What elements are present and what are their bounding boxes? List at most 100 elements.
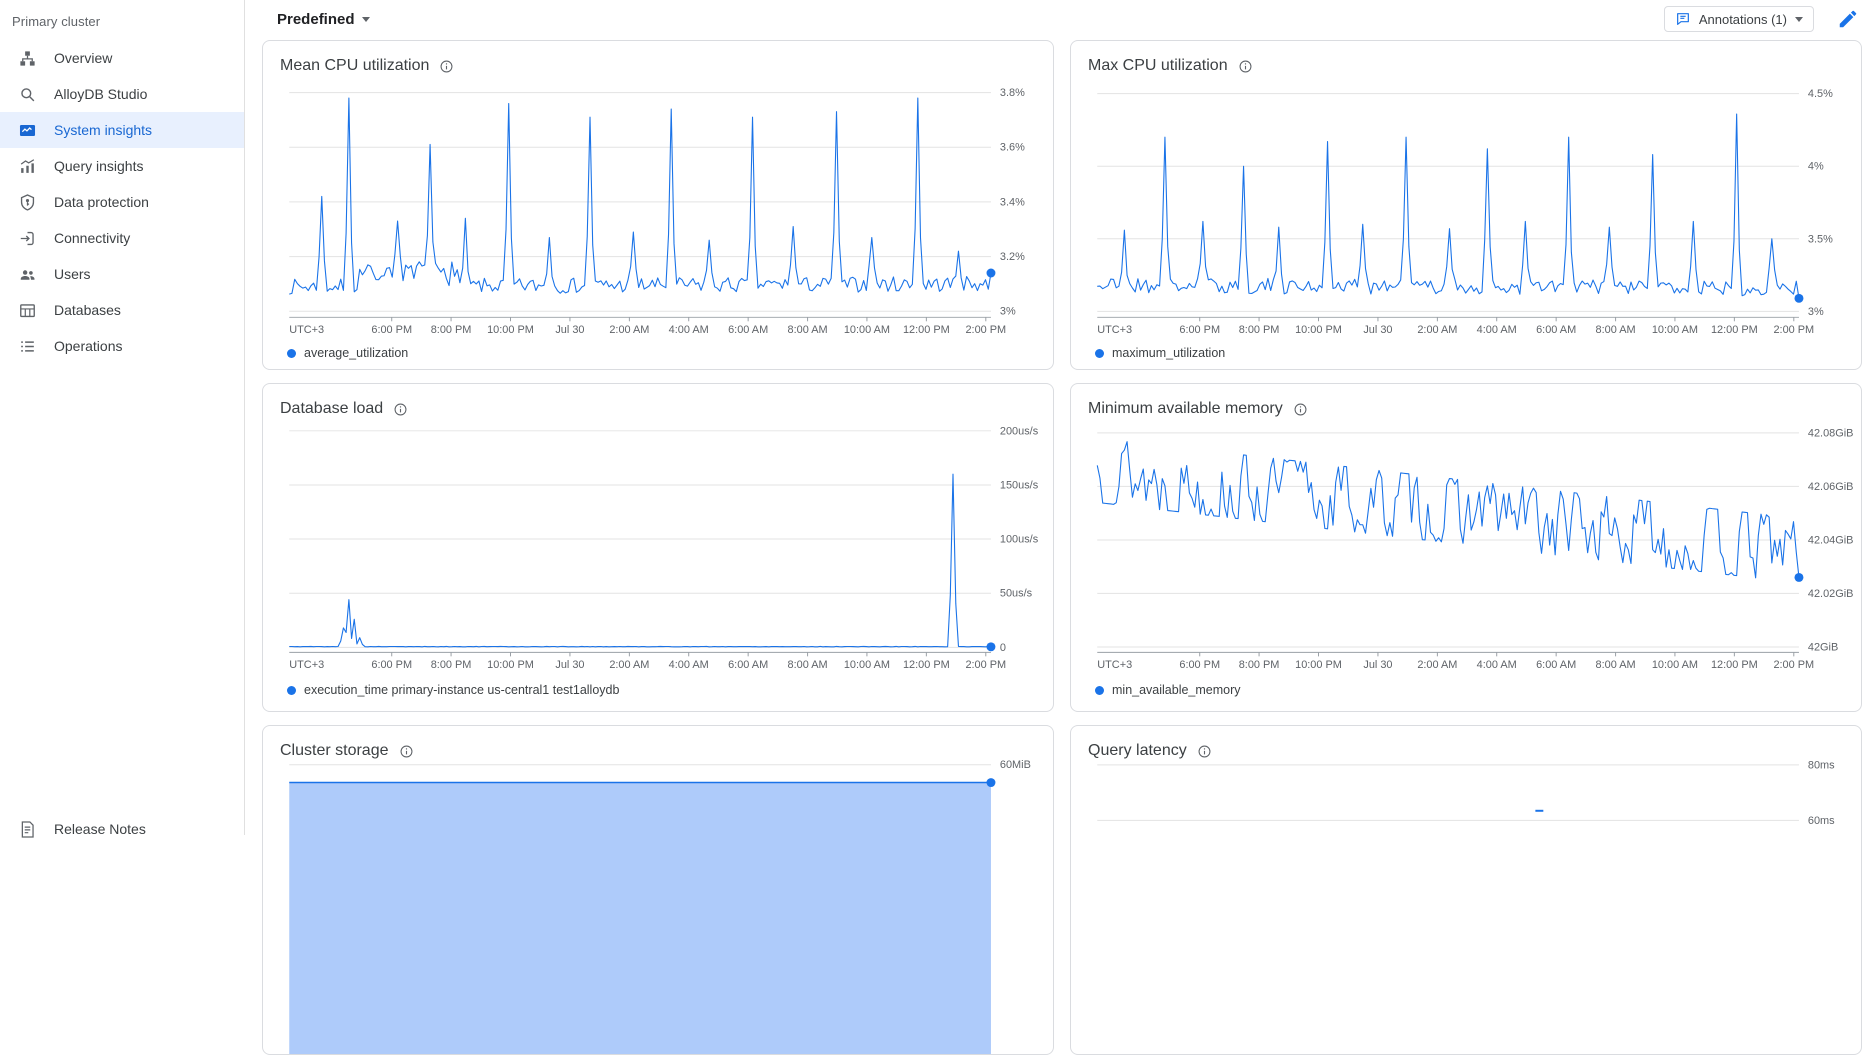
info-icon[interactable] — [393, 402, 408, 417]
info-icon[interactable] — [1197, 744, 1212, 759]
sidebar-item-release-notes[interactable]: Release Notes — [0, 811, 244, 847]
svg-text:2:00 AM: 2:00 AM — [609, 324, 649, 336]
svg-text:3.8%: 3.8% — [1000, 87, 1025, 99]
svg-text:8:00 PM: 8:00 PM — [1239, 659, 1280, 671]
svg-text:100us/s: 100us/s — [1000, 534, 1039, 546]
sidebar-item-label: Databases — [54, 302, 121, 318]
sidebar-item-connectivity[interactable]: Connectivity — [0, 220, 244, 256]
operations-icon — [18, 337, 37, 356]
svg-text:150us/s: 150us/s — [1000, 479, 1039, 491]
sidebar-item-overview[interactable]: Overview — [0, 40, 244, 76]
alloydb-studio-icon — [18, 85, 37, 104]
svg-text:8:00 PM: 8:00 PM — [431, 659, 472, 671]
svg-text:10:00 PM: 10:00 PM — [487, 659, 534, 671]
annotations-button-label: Annotations (1) — [1698, 11, 1787, 27]
sidebar-item-data-protection[interactable]: Data protection — [0, 184, 244, 220]
data-protection-icon — [18, 193, 37, 212]
svg-text:4:00 AM: 4:00 AM — [1477, 324, 1517, 336]
svg-text:6:00 PM: 6:00 PM — [371, 324, 412, 336]
chart-title-mean-cpu-utilization: Mean CPU utilization — [280, 57, 454, 75]
legend-dot — [1095, 348, 1104, 358]
preset-dropdown[interactable]: Predefined — [277, 11, 370, 28]
chart-plot-cluster-storage[interactable]: 60MiB — [263, 726, 1053, 1054]
sidebar-item-operations[interactable]: Operations — [0, 328, 244, 364]
svg-text:8:00 PM: 8:00 PM — [431, 324, 472, 336]
svg-text:42.08GiB: 42.08GiB — [1808, 427, 1854, 439]
chart-card-minimum-available-memory: Minimum available memory min_available_me… — [1070, 383, 1862, 712]
svg-text:60ms: 60ms — [1808, 815, 1835, 827]
chart-plot-database-load[interactable]: 200us/s 150us/s 100us/s 50us/s 0 UTC+3 6:00 PM… — [263, 384, 1053, 711]
chart-card-cluster-storage: Cluster storage 60MiB — [262, 725, 1054, 1055]
connectivity-icon — [18, 229, 37, 248]
svg-text:3.5%: 3.5% — [1808, 233, 1833, 245]
databases-icon — [18, 301, 37, 320]
annotation-icon — [1675, 11, 1691, 27]
svg-text:80ms: 80ms — [1808, 759, 1835, 771]
svg-text:Jul 30: Jul 30 — [555, 659, 584, 671]
chart-card-database-load: Database load execution_time primary-inst… — [262, 383, 1054, 712]
chart-title-text: Query latency — [1088, 742, 1187, 759]
svg-text:3%: 3% — [1000, 306, 1016, 318]
sidebar-item-users[interactable]: Users — [0, 256, 244, 292]
svg-text:6:00 PM: 6:00 PM — [1179, 324, 1220, 336]
chart-plot-mean-cpu-utilization[interactable]: 3.8% 3.6% 3.4% 3.2% 3% UTC+3 6:00 PM 8:00 PM 10:… — [263, 41, 1053, 369]
svg-text:8:00 AM: 8:00 AM — [1596, 659, 1636, 671]
chart-card-max-cpu-utilization: Max CPU utilization maximum_utilization 4.… — [1070, 40, 1862, 370]
svg-text:8:00 PM: 8:00 PM — [1239, 324, 1280, 336]
chart-plot-minimum-available-memory[interactable]: 42.08GiB 42.06GiB 42.04GiB 42.02GiB 42GiB UTC… — [1071, 384, 1861, 711]
legend-label: min_available_memory — [1112, 683, 1241, 697]
charts-grid: Mean CPU utilization average_utilization 3… — [262, 40, 1862, 1055]
edit-pencil-icon[interactable] — [1837, 8, 1859, 30]
svg-text:4.5%: 4.5% — [1808, 88, 1833, 100]
chart-plot-query-latency[interactable]: 80ms 60ms — [1071, 726, 1861, 1054]
svg-text:8:00 AM: 8:00 AM — [788, 659, 828, 671]
chart-title-cluster-storage: Cluster storage — [280, 742, 414, 760]
svg-text:12:00 PM: 12:00 PM — [903, 659, 950, 671]
info-icon[interactable] — [439, 59, 454, 74]
svg-text:6:00 AM: 6:00 AM — [728, 324, 768, 336]
legend-dot — [1095, 685, 1104, 695]
svg-text:3.2%: 3.2% — [1000, 251, 1025, 263]
chevron-down-icon — [361, 16, 370, 22]
chart-title-text: Cluster storage — [280, 742, 389, 759]
overview-icon — [18, 49, 37, 68]
svg-text:6:00 AM: 6:00 AM — [728, 659, 768, 671]
chart-title-query-latency: Query latency — [1088, 742, 1212, 760]
svg-text:6:00 AM: 6:00 AM — [1536, 659, 1576, 671]
sidebar-item-label: System insights — [54, 122, 153, 138]
sidebar-item-system-insights[interactable]: System insights — [0, 112, 244, 148]
legend-label: maximum_utilization — [1112, 346, 1226, 360]
chart-title-minimum-available-memory: Minimum available memory — [1088, 400, 1308, 418]
svg-text:3.6%: 3.6% — [1000, 142, 1025, 154]
chart-title-database-load: Database load — [280, 400, 408, 418]
info-icon[interactable] — [1293, 402, 1308, 417]
svg-text:8:00 AM: 8:00 AM — [1596, 324, 1636, 336]
svg-text:Jul 30: Jul 30 — [555, 324, 584, 336]
svg-text:3.4%: 3.4% — [1000, 196, 1025, 208]
svg-text:Jul 30: Jul 30 — [1363, 659, 1392, 671]
sidebar-nav: Overview AlloyDB Studio System insights Que… — [0, 40, 244, 364]
chart-legend-max-cpu-utilization: maximum_utilization — [1095, 346, 1225, 360]
query-insights-icon — [18, 157, 37, 176]
svg-text:42.06GiB: 42.06GiB — [1808, 481, 1854, 493]
users-icon — [18, 265, 37, 284]
svg-text:3%: 3% — [1808, 306, 1824, 318]
sidebar-item-alloydb-studio[interactable]: AlloyDB Studio — [0, 76, 244, 112]
info-icon[interactable] — [399, 744, 414, 759]
annotations-button[interactable]: Annotations (1) — [1663, 6, 1814, 32]
cluster-section-label: Primary cluster — [12, 14, 101, 29]
chart-plot-max-cpu-utilization[interactable]: 4.5% 4% 3.5% 3% UTC+3 6:00 PM 8:00 PM 10:00 PM J… — [1071, 41, 1861, 369]
sidebar-item-label: Operations — [54, 338, 123, 354]
sidebar-item-label: Query insights — [54, 158, 144, 174]
svg-text:10:00 PM: 10:00 PM — [1295, 659, 1342, 671]
svg-text:8:00 AM: 8:00 AM — [788, 324, 828, 336]
preset-dropdown-label: Predefined — [277, 10, 355, 28]
main-content: Predefined Annotations (1) Mean CPU util… — [246, 0, 1866, 1055]
svg-text:UTC+3: UTC+3 — [1097, 324, 1132, 336]
chart-card-query-latency: Query latency 80ms 60ms — [1070, 725, 1862, 1055]
sidebar-item-label: Data protection — [54, 194, 149, 210]
svg-text:10:00 PM: 10:00 PM — [487, 324, 534, 336]
sidebar-item-query-insights[interactable]: Query insights — [0, 148, 244, 184]
sidebar-item-databases[interactable]: Databases — [0, 292, 244, 328]
info-icon[interactable] — [1238, 59, 1253, 74]
